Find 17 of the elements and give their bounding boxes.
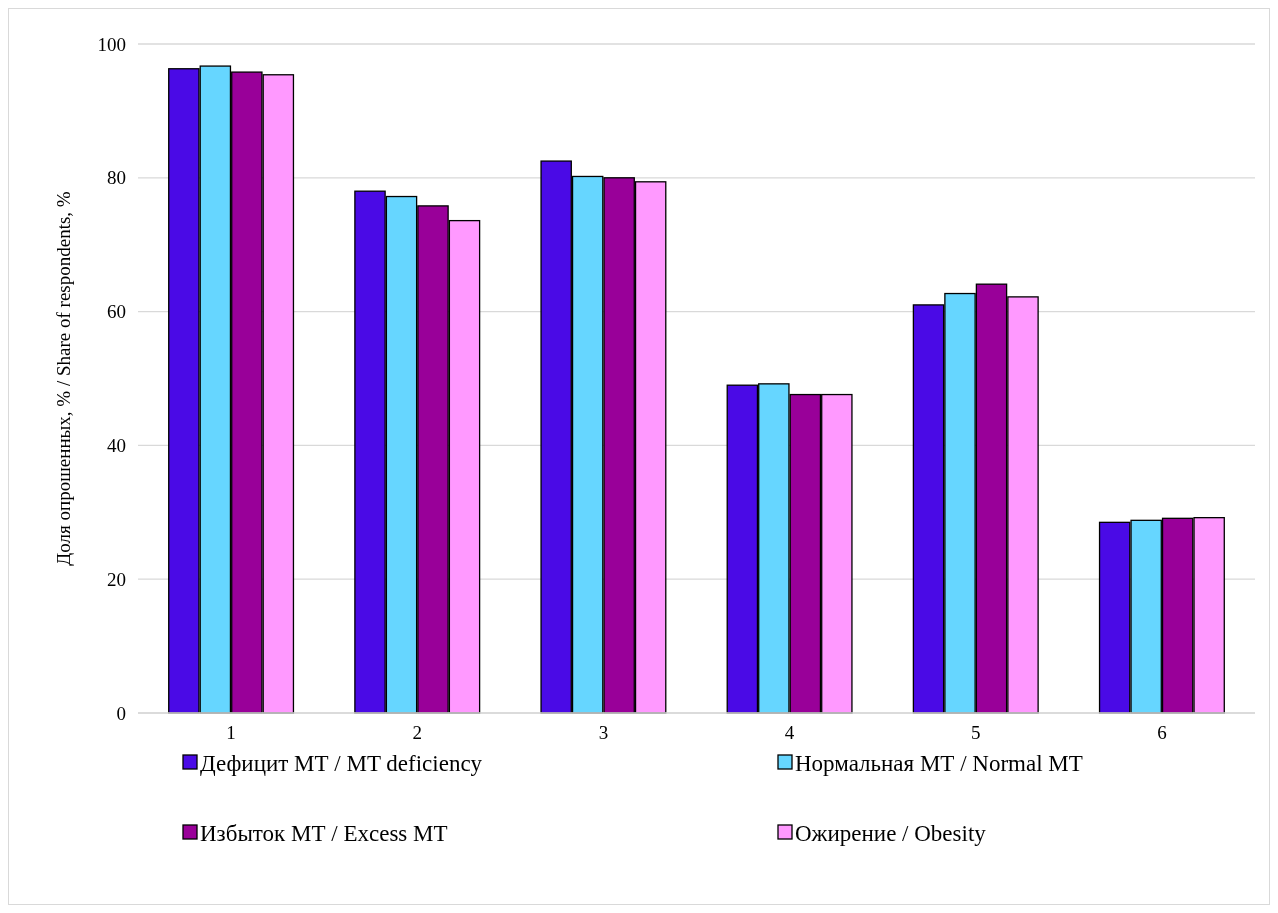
legend-label: Нормальная МТ / Normal MT — [795, 751, 1083, 777]
x-tick-label: 5 — [971, 722, 981, 743]
y-tick-label: 0 — [116, 702, 126, 724]
y-tick-label: 40 — [107, 435, 126, 457]
y-tick-label: 80 — [107, 167, 126, 189]
x-tick-label: 4 — [784, 722, 795, 743]
y-tick-label: 100 — [97, 33, 126, 55]
x-tick-label: 6 — [1157, 722, 1167, 743]
legend-label: Ожирение / Obesity — [795, 821, 987, 847]
x-tick-label: 3 — [598, 722, 609, 743]
y-tick-label: 60 — [107, 301, 126, 323]
y-tick-label: 20 — [107, 568, 126, 590]
legend-label: Дефицит МТ / MT deficiency — [200, 751, 483, 777]
legend-label: Избыток МТ / Excess MT — [200, 821, 448, 847]
x-tick-label: 1 — [226, 722, 236, 743]
y-axis-title: Доля опрошенных, % / Share of respondents, % — [53, 191, 74, 566]
x-tick-label: 2 — [412, 722, 422, 743]
